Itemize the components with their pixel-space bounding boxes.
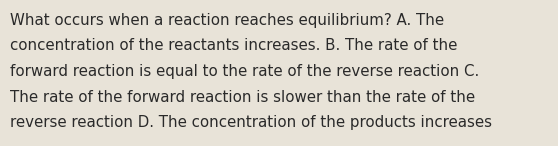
Text: forward reaction is equal to the rate of the reverse reaction C.: forward reaction is equal to the rate of…	[10, 64, 479, 79]
Text: reverse reaction D. The concentration of the products increases: reverse reaction D. The concentration of…	[10, 115, 492, 130]
Text: What occurs when a reaction reaches equilibrium? A. The: What occurs when a reaction reaches equi…	[10, 13, 444, 28]
Text: concentration of the reactants increases. B. The rate of the: concentration of the reactants increases…	[10, 39, 458, 53]
Text: The rate of the forward reaction is slower than the rate of the: The rate of the forward reaction is slow…	[10, 89, 475, 105]
